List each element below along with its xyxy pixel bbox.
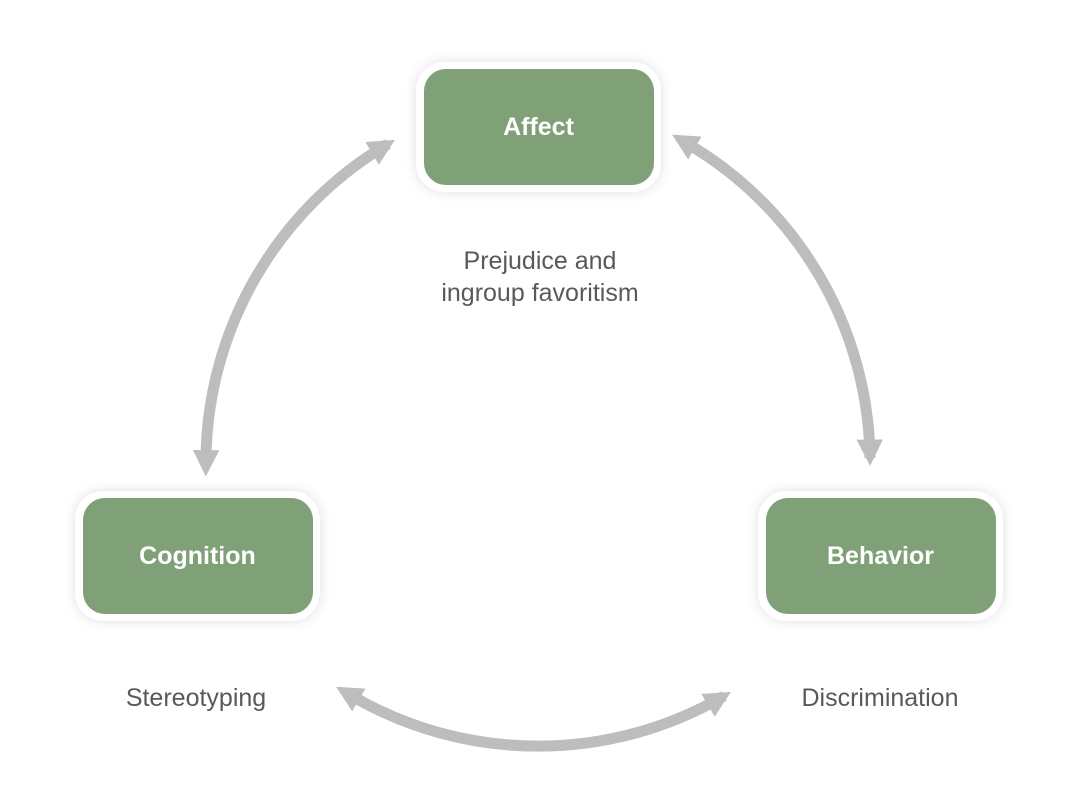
node-cognition-label: Cognition bbox=[139, 542, 256, 571]
node-behavior-label: Behavior bbox=[827, 542, 934, 571]
node-affect-label: Affect bbox=[503, 113, 574, 142]
node-cognition: Cognition bbox=[75, 491, 320, 621]
caption-affect-text: Prejudice and ingroup favoritism bbox=[441, 247, 638, 306]
caption-cognition-text: Stereotyping bbox=[126, 684, 266, 712]
caption-affect: Prejudice and ingroup favoritism bbox=[400, 215, 680, 309]
node-affect-inner: Affect bbox=[424, 69, 654, 185]
node-cognition-inner: Cognition bbox=[83, 498, 313, 614]
node-behavior-inner: Behavior bbox=[766, 498, 996, 614]
node-behavior: Behavior bbox=[758, 491, 1003, 621]
caption-behavior-text: Discrimination bbox=[802, 684, 959, 712]
edge-affect-behavior bbox=[688, 144, 870, 458]
diagram-canvas: Affect Prejudice and ingroup favoritism … bbox=[0, 0, 1080, 800]
caption-behavior: Discrimination bbox=[750, 652, 1010, 715]
edge-cognition-affect bbox=[206, 144, 388, 458]
caption-cognition: Stereotyping bbox=[66, 652, 326, 715]
edge-cognition-behavior bbox=[352, 696, 724, 746]
node-affect: Affect bbox=[416, 62, 661, 192]
